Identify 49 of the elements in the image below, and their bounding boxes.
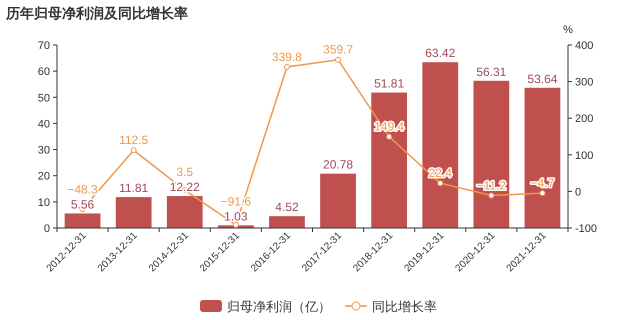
bar — [166, 196, 203, 228]
data-label: 112.5 — [119, 133, 149, 148]
bar — [422, 62, 458, 228]
point — [539, 190, 546, 196]
data-label: −4.7 — [530, 176, 555, 190]
data-label: 63.42 — [425, 46, 456, 60]
bar — [371, 92, 408, 228]
point — [335, 56, 342, 63]
data-label: 51.81 — [374, 76, 404, 91]
point — [488, 192, 494, 198]
data-label: −48.3 — [67, 182, 98, 196]
y-tick-label: 30 — [38, 144, 50, 157]
data-label: 4.52 — [275, 200, 299, 214]
y-tick-label: 20 — [38, 170, 50, 183]
y-tick-label: 10 — [38, 196, 50, 209]
data-label: 22.4 — [428, 166, 452, 180]
bar — [269, 216, 305, 228]
data-label: 359.7 — [323, 42, 354, 57]
bar — [116, 197, 152, 228]
data-label: 3.5 — [176, 165, 194, 180]
y-tick-label: 50 — [38, 92, 50, 104]
y-tick-label: 0 — [44, 223, 50, 235]
point — [284, 64, 290, 70]
point — [386, 134, 392, 140]
legend-label: 归母净利润（亿） — [227, 299, 331, 314]
chart-title: 历年归母净利润及同比增长率 — [5, 5, 188, 21]
data-label: 11.81 — [119, 181, 149, 196]
data-label: 53.64 — [527, 72, 558, 86]
bar — [320, 174, 356, 228]
y2-tick-label: 0 — [575, 186, 582, 198]
y-tick-label: 40 — [38, 118, 50, 130]
data-label: −11.2 — [476, 178, 506, 192]
y2-tick-label: 100 — [575, 150, 594, 162]
y2-axis-title: % — [563, 24, 574, 36]
data-label: 56.31 — [476, 64, 507, 79]
data-label: 20.78 — [323, 158, 354, 172]
y-tick-label: 60 — [38, 66, 50, 78]
y2-tick-label: 400 — [575, 40, 594, 52]
point — [130, 147, 137, 154]
bar — [64, 213, 100, 228]
y2-tick-label: -100 — [575, 223, 598, 235]
data-label: 339.8 — [272, 50, 302, 64]
bar — [473, 80, 510, 228]
y2-tick-label: 300 — [575, 76, 594, 89]
point — [437, 180, 444, 186]
legend-label: 同比增长率 — [372, 299, 437, 314]
y-tick-label: 70 — [38, 40, 50, 52]
bar — [524, 88, 560, 228]
y2-tick-label: 200 — [575, 113, 594, 126]
